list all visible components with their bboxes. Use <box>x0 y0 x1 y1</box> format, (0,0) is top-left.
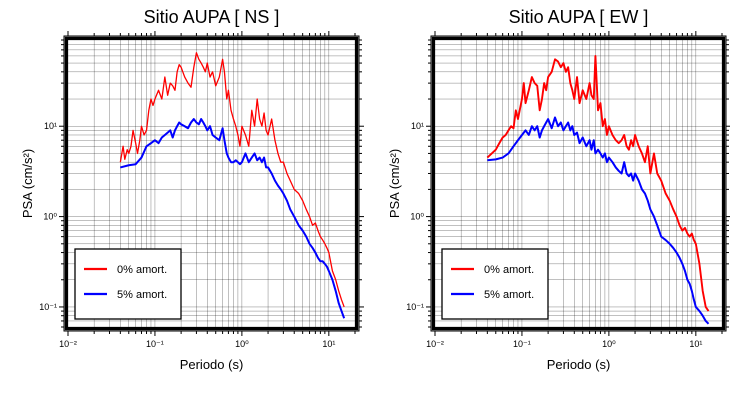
x-axis-label: Periodo (s) <box>547 357 611 372</box>
y-tick-label: 10⁻¹ <box>39 302 57 312</box>
legend-label: 0% amort. <box>484 264 534 276</box>
series-line-undamped <box>119 52 345 308</box>
series-line-undamped <box>486 54 710 312</box>
x-tick-label: 10⁻¹ <box>513 339 531 349</box>
legend-label: 5% amort. <box>484 289 534 301</box>
y-axis-label: PSA (cm/s²) <box>20 149 35 218</box>
ticks <box>426 31 730 336</box>
ticks <box>59 31 364 336</box>
plot-frame-outer <box>63 35 360 332</box>
plot-frame <box>431 36 726 331</box>
plot-frame-outer <box>430 35 727 332</box>
y-tick-label: 10¹ <box>411 121 424 131</box>
x-tick-label: 10¹ <box>322 339 335 349</box>
y-tick-label: 10⁻¹ <box>406 302 424 312</box>
x-tick-label: 10⁻² <box>426 339 444 349</box>
x-tick-label: 10¹ <box>689 339 702 349</box>
x-tick-label: 10⁻¹ <box>146 339 164 349</box>
legend: 0% amort. 5% amort. <box>441 248 549 320</box>
x-axis-label: Periodo (s) <box>180 357 244 372</box>
y-tick-label: 10¹ <box>44 121 57 131</box>
y-tick-label: 10⁰ <box>410 212 424 222</box>
series-line-damped <box>120 118 346 319</box>
legend-box <box>74 248 182 320</box>
chart-title: Sitio AUPA [ NS ] <box>144 7 280 27</box>
x-tick-label: 10⁻² <box>59 339 77 349</box>
series-group <box>119 52 346 319</box>
chart-title: Sitio AUPA [ EW ] <box>509 7 649 27</box>
y-tick-label: 10⁰ <box>43 212 57 222</box>
legend-box <box>441 248 549 320</box>
chart-panel-ns: 10⁻² 10⁻¹ 10⁰ 10¹ 10⁻¹ 10⁰ 10¹ Sitio AUPA [ NS … <box>20 7 364 372</box>
y-axis-label: PSA (cm/s²) <box>387 149 402 218</box>
legend-label: 0% amort. <box>117 264 167 276</box>
plot-frame <box>64 36 359 331</box>
legend-label: 5% amort. <box>117 289 167 301</box>
chart-panel-ew: 10⁻² 10⁻¹ 10⁰ 10¹ 10⁻¹ 10⁰ 10¹ Sitio AUPA [ EW … <box>387 7 730 372</box>
legend: 0% amort. 5% amort. <box>74 248 182 320</box>
x-tick-label: 10⁰ <box>602 339 616 349</box>
series-line-damped <box>487 116 710 325</box>
x-tick-label: 10⁰ <box>235 339 249 349</box>
series-group <box>486 54 710 325</box>
